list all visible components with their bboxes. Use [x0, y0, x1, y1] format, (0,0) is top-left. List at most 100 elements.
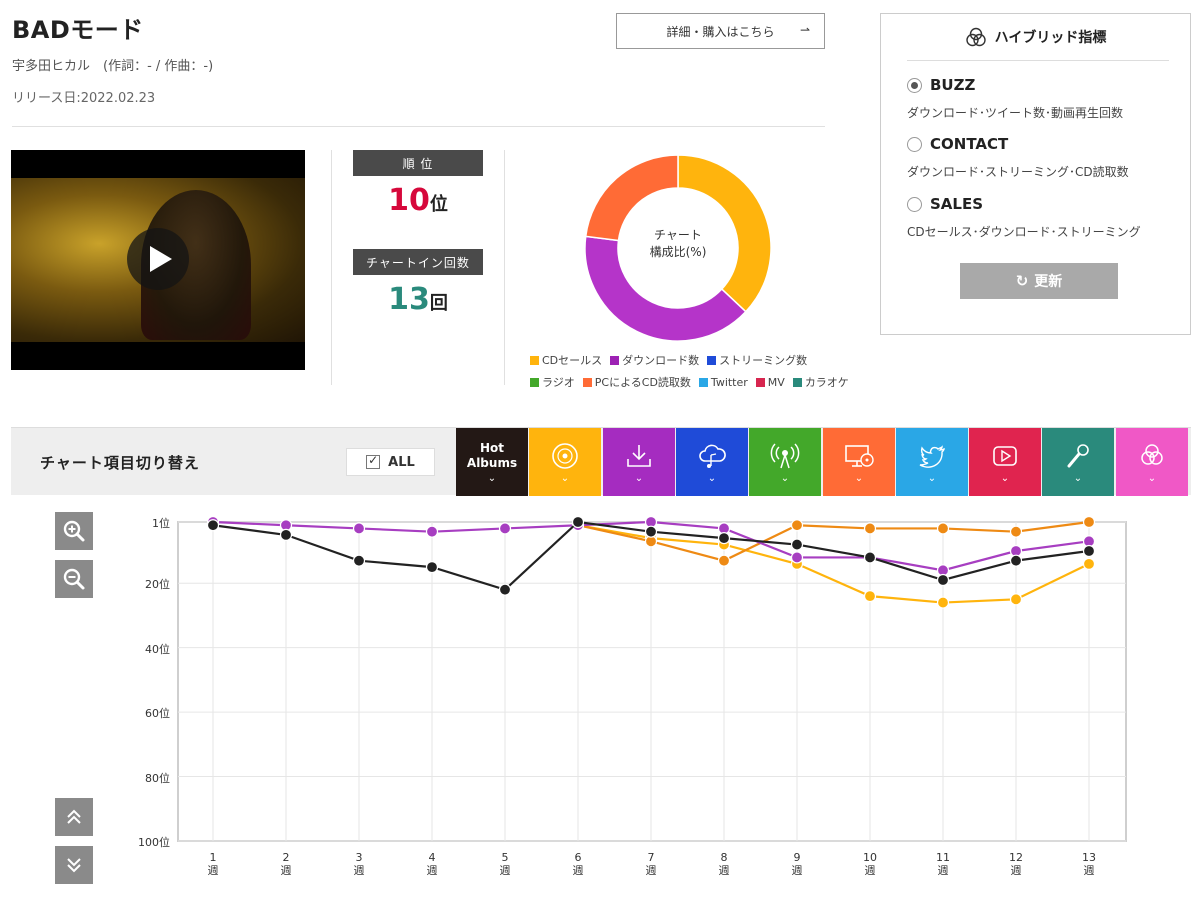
legend-item: PCによるCD読取数 [582, 374, 691, 390]
data-point[interactable] [790, 551, 804, 564]
chart-switcher-label: チャート項目切り替え [40, 454, 200, 472]
refresh-icon: ↻ [1015, 272, 1029, 290]
radio-button[interactable] [907, 77, 922, 93]
x-tick-label-line: 7 [647, 851, 655, 864]
y-tick-label: 60位 [145, 707, 170, 721]
data-point[interactable] [1009, 593, 1023, 606]
donut-center-line2: 構成比(%) [649, 245, 707, 259]
x-tick-label: 12 週 [1001, 851, 1031, 877]
data-point[interactable] [1082, 515, 1096, 529]
zoom-in-button[interactable] [55, 512, 93, 550]
tile-pc-cd-read[interactable]: ⌄ [823, 428, 895, 496]
radio-button[interactable] [907, 136, 922, 152]
chevron-down-icon: ⌄ [1147, 472, 1157, 484]
data-point[interactable] [206, 519, 220, 532]
legend-swatch [698, 377, 708, 387]
x-tick-label-line: 9 [793, 851, 801, 864]
tile-karaoke[interactable]: ⌄ [1042, 428, 1114, 496]
data-point[interactable] [425, 525, 439, 538]
hybrid-option-buzz[interactable]: BUZZ [907, 76, 975, 94]
donut-slice-1 [584, 235, 747, 342]
series-3 [206, 515, 1096, 596]
hybrid-icon [965, 27, 986, 47]
detail-purchase-button[interactable]: 詳細・購入はこちら ⇀ [616, 13, 825, 49]
legend-item: Twitter [698, 374, 748, 390]
data-point[interactable] [279, 528, 293, 541]
video-player[interactable] [11, 150, 305, 370]
chevron-down-icon: ⌄ [634, 472, 644, 484]
all-checkbox[interactable] [366, 453, 381, 469]
all-label: ALL [388, 454, 415, 470]
tile-cd-sales[interactable]: ⌄ [529, 428, 601, 496]
radio-button[interactable] [907, 196, 922, 212]
legend-label: PCによるCD読取数 [594, 376, 691, 389]
tile-download[interactable]: ⌄ [603, 428, 675, 496]
release-date: リリース日:2022.02.23 [12, 91, 156, 106]
data-point[interactable] [1009, 525, 1023, 538]
divider [504, 150, 505, 385]
legend-row: ラジオ PCによるCD読取数 Twitter MV カラオケ [530, 374, 850, 390]
play-icon[interactable] [127, 228, 189, 290]
data-point[interactable] [571, 515, 585, 529]
scroll-top-button[interactable] [55, 798, 93, 836]
tile-radio[interactable]: ⌄ [749, 428, 821, 496]
zoom-out-button[interactable] [55, 560, 93, 598]
hybrid-option-sales[interactable]: SALES [907, 195, 983, 213]
hybrid-title: ハイブリッド指標 [994, 30, 1107, 46]
chartin-value: 13回 [353, 282, 483, 317]
detail-purchase-label: 詳細・購入はこちら [666, 24, 775, 39]
data-point[interactable] [498, 522, 512, 535]
data-point[interactable] [863, 522, 877, 535]
tile-hybrid[interactable]: ⌄ [1116, 428, 1188, 496]
data-point[interactable] [717, 532, 731, 545]
data-point[interactable] [936, 522, 950, 535]
tile-mv[interactable]: ⌄ [969, 428, 1041, 496]
legend-label: ダウンロード数 [622, 354, 700, 367]
refresh-button[interactable]: ↻ 更新 [960, 263, 1118, 299]
series-line [577, 524, 1090, 604]
data-point[interactable] [1082, 544, 1096, 558]
data-point[interactable] [498, 583, 512, 596]
data-point[interactable] [717, 554, 731, 567]
tile-hot-albums[interactable]: Hot Albums ⌄ [456, 428, 528, 496]
legend-swatch [707, 355, 717, 365]
hybrid-option-desc: CDセールス･ダウンロード･ストリーミング [907, 225, 1141, 239]
rank-unit: 位 [429, 194, 448, 215]
legend-label: ラジオ [542, 376, 575, 389]
header-divider [12, 126, 825, 127]
chevron-down-icon: ⌄ [927, 472, 937, 484]
hybrid-icon [1141, 443, 1163, 465]
data-point[interactable] [790, 519, 804, 532]
hybrid-option-label: CONTACT [930, 135, 1009, 153]
data-point[interactable] [863, 551, 877, 564]
y-tick-label: 80位 [145, 771, 170, 785]
chartin-label: チャートイン回数 [353, 249, 483, 275]
data-point[interactable] [1082, 557, 1096, 570]
data-point[interactable] [936, 573, 950, 587]
data-point[interactable] [644, 525, 658, 538]
legend-item: ラジオ [530, 374, 575, 390]
data-point[interactable] [352, 554, 366, 567]
tile-twitter[interactable]: ⌄ [896, 428, 968, 496]
x-tick-label-line: 週 [280, 864, 292, 877]
y-tick-label: 100位 [138, 836, 170, 849]
data-point[interactable] [1009, 554, 1023, 567]
scroll-bottom-button[interactable] [55, 846, 93, 884]
data-point[interactable] [936, 596, 950, 609]
data-point[interactable] [790, 538, 804, 551]
all-toggle[interactable]: ALL [346, 448, 435, 476]
tile-streaming[interactable]: ⌄ [676, 428, 748, 496]
data-point[interactable] [863, 590, 877, 603]
y-tick-label: 40位 [145, 642, 170, 656]
legend-swatch [755, 377, 765, 387]
data-point[interactable] [425, 561, 439, 574]
divider [331, 150, 332, 385]
x-tick-label-line: 11 [936, 851, 950, 864]
refresh-label: 更新 [1034, 274, 1063, 290]
donut-legend: CDセールス ダウンロード数 ストリーミング数 ラジオ PCによるCD読取数 Twitte… [530, 352, 850, 396]
data-point[interactable] [352, 522, 366, 535]
hybrid-option-contact[interactable]: CONTACT [907, 135, 1008, 153]
